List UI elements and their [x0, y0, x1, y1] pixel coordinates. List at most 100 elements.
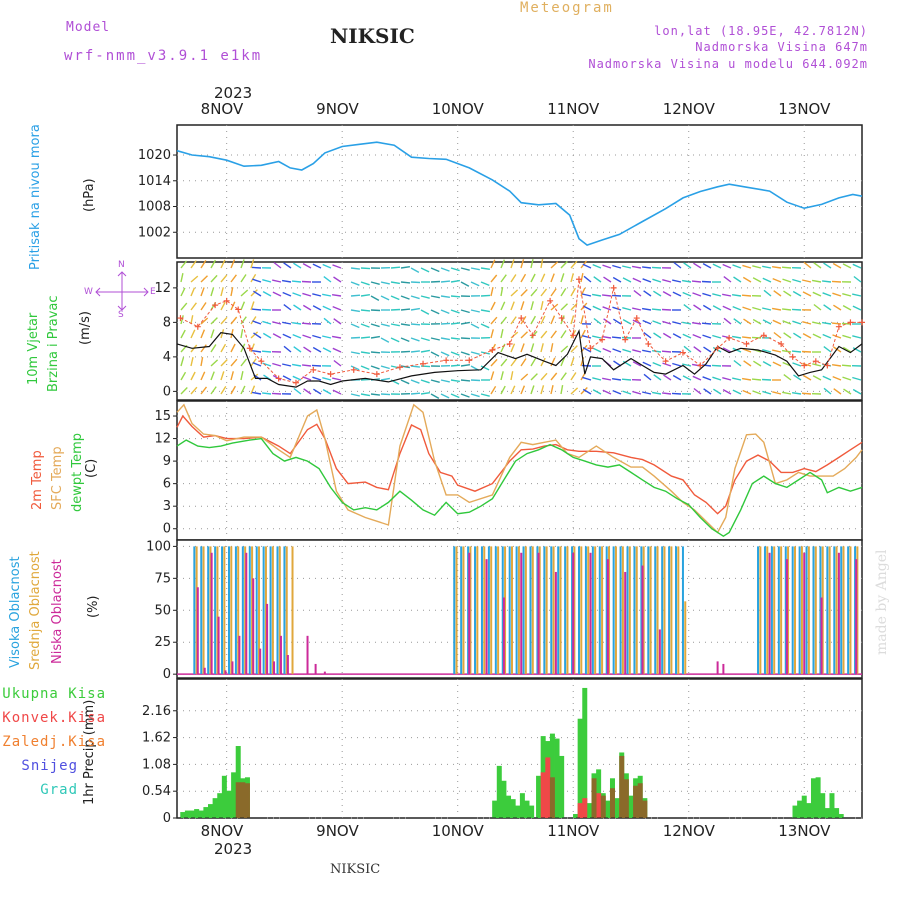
wind-barb [842, 334, 852, 339]
cloud-bar-high [480, 546, 483, 675]
wind-barb [550, 303, 559, 311]
wind-barb [262, 332, 272, 339]
wind-gust-marker [743, 340, 750, 347]
wind-gust-marker [714, 345, 721, 352]
wind-barb [380, 377, 391, 381]
wind-barb [510, 316, 517, 325]
pressure-ytick-label: 1014 [138, 174, 171, 189]
wind-barb [420, 337, 430, 342]
wind-barb [691, 322, 702, 325]
cloud-bar-mid [828, 546, 831, 675]
wind-barb [430, 280, 441, 283]
model-name: wrf-nmm_v3.9.1 e1km [64, 48, 263, 64]
wind-barb [560, 330, 567, 339]
wind-barb [200, 386, 208, 395]
date-bottom-10nov: 10NOV [431, 822, 484, 840]
precip-bar-frozen [633, 785, 639, 818]
cloud-bar-mid [483, 546, 486, 675]
precip-bar-total [834, 808, 840, 818]
wind-barb [390, 337, 400, 343]
cloud-bar-high [826, 546, 829, 675]
wind-barb [370, 309, 381, 312]
wind-barb [500, 259, 506, 269]
cloud-bar-high [819, 546, 822, 675]
wind-barb [741, 377, 752, 381]
cloud-bar-low [485, 559, 488, 675]
wind-barb [490, 343, 497, 353]
wind-barb [520, 316, 527, 325]
cloud-bar-high [598, 546, 601, 675]
cloud-bar-high [283, 546, 286, 675]
wind-gust-marker [489, 346, 496, 353]
wind-barb [540, 343, 544, 353]
wind-gust-marker [633, 315, 640, 322]
wind-barb [230, 358, 238, 367]
wind-gust-marker [396, 364, 403, 371]
wind-barb [281, 279, 292, 283]
cloud-bar-mid [469, 546, 472, 675]
wind-barb [230, 259, 236, 269]
cloud-bar-high [248, 546, 251, 675]
cloud-bar-mid [649, 546, 652, 675]
wind-barb [852, 335, 862, 339]
date-top-11nov: 11NOV [547, 100, 600, 118]
wind-barb [530, 385, 535, 395]
temperature-line [176, 403, 863, 534]
cloud-bar-mid [642, 546, 645, 675]
wind-barb [420, 309, 430, 315]
wind-barb [190, 371, 196, 381]
wind-barb [812, 333, 822, 339]
wind-barb [671, 392, 682, 395]
temperature-ytick-label: 12 [154, 432, 171, 447]
cloud-bar-mid [594, 546, 597, 675]
wind-barb [460, 337, 471, 340]
wind-barb [520, 273, 527, 283]
wind-barb [823, 387, 832, 395]
cloud-bar-mid [258, 546, 261, 675]
wind-barb [333, 318, 342, 325]
wind-barb [262, 320, 272, 325]
wind-barb [272, 374, 282, 381]
wind-barb [652, 278, 662, 283]
cloud-bar-high [508, 546, 511, 675]
cloud-bar-high [515, 546, 518, 675]
wind-barb [360, 323, 370, 328]
wind-barb [682, 363, 692, 367]
cloud-bar-low [768, 552, 771, 675]
cloud-bar-low [217, 616, 220, 675]
pressure-ytick-label: 1002 [138, 225, 171, 240]
cloud-bar-high [522, 546, 525, 675]
wind-barb [180, 387, 188, 395]
wind-barb [823, 346, 832, 353]
wind-barb [611, 336, 622, 339]
wind-gust-marker [726, 334, 733, 341]
wind-barb [291, 322, 302, 325]
wind-barb [303, 346, 312, 353]
wind-barb [712, 293, 722, 297]
cloud-bar-mid [291, 546, 294, 675]
wind-barb [272, 291, 282, 297]
wind-barb [843, 388, 852, 395]
cloud-bar-low [785, 559, 788, 675]
wind-barb [390, 323, 400, 327]
wind-barb [560, 345, 569, 353]
wind-barb [632, 361, 642, 367]
wind-barb [180, 260, 188, 269]
cloud-bar-high [529, 546, 532, 675]
wind-barb [370, 335, 381, 339]
precip-ytick-label: 2.16 [142, 704, 171, 719]
wind-barb [410, 281, 421, 284]
cloud-bar-low [231, 661, 234, 675]
wind-barb [360, 378, 371, 381]
wind-barb [772, 349, 782, 353]
cloud-bar-mid [538, 546, 541, 675]
temperature-ytick-label: 0 [163, 522, 171, 537]
wind-barb [761, 378, 772, 381]
wind-barb [852, 263, 862, 269]
wind-barb [612, 389, 622, 395]
wind-gust-marker [662, 358, 669, 365]
wind-barb [400, 308, 411, 311]
wind-barb [741, 294, 752, 297]
wind-barb [251, 350, 262, 353]
wind-barb [220, 301, 226, 311]
